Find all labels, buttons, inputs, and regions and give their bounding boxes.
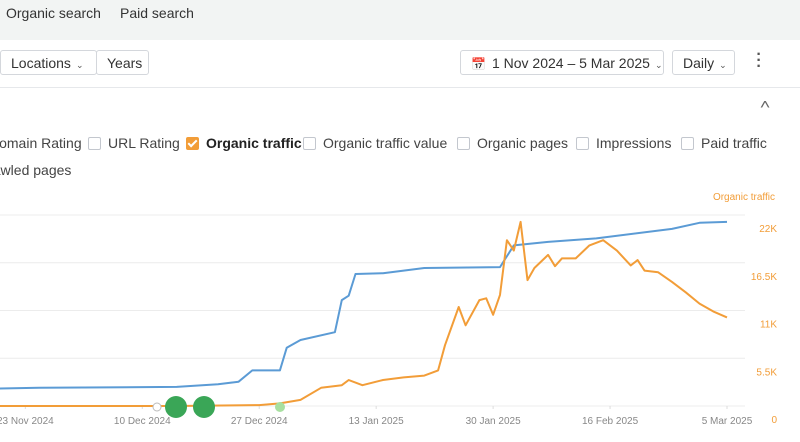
event-marker[interactable] xyxy=(193,396,215,418)
x-tick-label: 27 Dec 2024 xyxy=(231,416,288,427)
metric-toggle[interactable]: URL Rating xyxy=(88,134,180,152)
y-tick-label: 16.5K xyxy=(751,272,777,283)
metric-toggle[interactable]: Impressions xyxy=(576,134,671,152)
checkbox[interactable] xyxy=(88,137,101,150)
checkbox[interactable] xyxy=(457,137,470,150)
y-tick-label: 5.5K xyxy=(756,367,777,378)
collapse-toggle[interactable]: ˄ xyxy=(759,96,771,112)
line-series xyxy=(0,220,728,407)
grid: 0 5.5K 11K 16.5K 22K 23 Nov 2024 10 Dec 2024 27… xyxy=(0,214,777,427)
y-tick-label: 0 xyxy=(771,415,777,426)
x-tick-label: 30 Jan 2025 xyxy=(466,416,521,427)
metric-label: Organic traffic value xyxy=(323,135,448,151)
button-label: Years xyxy=(107,55,143,71)
locations-button[interactable]: Locations ⌄ xyxy=(0,50,97,75)
more-menu[interactable]: · · · xyxy=(756,46,762,75)
event-marker[interactable] xyxy=(165,396,187,418)
line-series xyxy=(0,220,728,390)
y-tick-label: 22K xyxy=(759,224,777,235)
metric-toggle[interactable]: Paid traffic xyxy=(681,134,767,152)
tab[interactable]: Organic search xyxy=(6,5,101,21)
divider xyxy=(0,87,800,88)
metric-toggle[interactable]: Crawled pages xyxy=(0,161,71,179)
checkbox[interactable] xyxy=(186,137,199,150)
tab[interactable]: Paid search xyxy=(120,5,194,21)
button-label: Locations xyxy=(11,55,71,71)
checkbox[interactable] xyxy=(303,137,316,150)
metric-label: Paid traffic xyxy=(701,135,767,151)
metric-toggle[interactable]: Domain Rating xyxy=(0,134,82,152)
metric-toggle[interactable]: Organic pages xyxy=(457,134,568,152)
metric-label: Organic pages xyxy=(477,135,569,151)
x-tick-label: 10 Dec 2024 xyxy=(114,416,171,427)
metric-toggle[interactable]: Organic traffic value xyxy=(303,134,447,152)
date-range-button[interactable]: 📅 1 Nov 2024 – 5 Mar 2025 ⌄ xyxy=(460,50,664,75)
metric-label: Impressions xyxy=(596,135,672,151)
y-axis-label: Organic traffic xyxy=(713,192,775,203)
metric-label: Organic traffic xyxy=(206,135,302,151)
metric-label: URL Rating xyxy=(108,135,180,151)
x-tick-label: 23 Nov 2024 xyxy=(0,416,54,427)
interval: Daily xyxy=(683,55,715,71)
interval-button[interactable]: Daily ⌄ xyxy=(672,50,735,75)
x-tick-label: 13 Jan 2025 xyxy=(349,416,404,427)
metric-toggle[interactable]: Organic traffic xyxy=(186,134,302,152)
x-tick-label: 16 Feb 2025 xyxy=(582,416,639,427)
x-tick-label: 5 Mar 2025 xyxy=(702,416,753,427)
y-tick-label: 11K xyxy=(760,320,777,331)
metric-label: Crawled pages xyxy=(0,162,72,178)
event-marker[interactable] xyxy=(275,402,285,412)
lines xyxy=(0,220,728,407)
checkbox[interactable] xyxy=(576,137,589,150)
event-marker[interactable] xyxy=(152,402,162,412)
top-bar xyxy=(0,0,800,40)
years-button[interactable]: Years xyxy=(96,50,149,75)
checkbox[interactable] xyxy=(681,137,694,150)
metric-label: Domain Rating xyxy=(0,135,82,151)
date-range: 1 Nov 2024 – 5 Mar 2025 xyxy=(491,55,650,71)
